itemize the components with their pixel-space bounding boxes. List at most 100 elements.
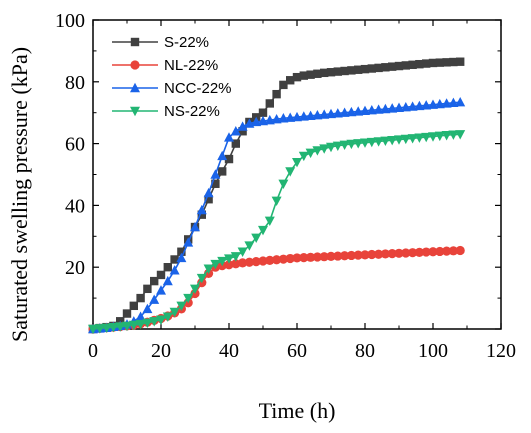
data-point	[244, 241, 255, 251]
series-line	[92, 133, 461, 330]
data-point	[176, 301, 187, 312]
data-point	[298, 111, 309, 121]
data-point	[422, 59, 431, 68]
data-point	[305, 148, 316, 159]
data-point	[394, 61, 404, 71]
data-point	[230, 252, 241, 262]
data-point	[231, 139, 240, 148]
data-point	[333, 67, 342, 76]
data-point	[319, 144, 330, 154]
data-point	[428, 99, 438, 109]
data-point	[374, 249, 384, 259]
x-tick-label: 40	[219, 340, 239, 362]
data-point	[421, 247, 431, 257]
data-point	[272, 255, 282, 265]
data-point	[347, 66, 356, 75]
data-point	[456, 57, 465, 66]
data-point	[163, 263, 172, 272]
data-point	[224, 154, 234, 164]
data-point	[448, 130, 459, 140]
data-point	[169, 265, 180, 275]
data-point	[428, 58, 438, 68]
data-point	[366, 105, 377, 115]
data-point	[217, 256, 228, 267]
data-point	[271, 196, 282, 206]
data-point	[312, 146, 323, 156]
data-point	[285, 167, 296, 177]
data-point	[251, 257, 261, 267]
data-point	[279, 80, 288, 90]
data-point	[258, 108, 268, 117]
data-point	[122, 321, 132, 332]
data-point	[88, 324, 98, 335]
data-point	[387, 103, 398, 113]
x-axis-label: Time (h)	[259, 398, 336, 423]
data-point	[313, 69, 322, 78]
data-point	[380, 103, 391, 114]
data-point	[306, 70, 315, 79]
data-point	[237, 121, 248, 131]
data-point	[339, 107, 350, 117]
data-point	[115, 322, 126, 332]
data-point	[135, 311, 146, 321]
data-point	[149, 317, 160, 327]
legend-label: NCC-22%	[164, 80, 232, 97]
data-point	[449, 57, 458, 67]
data-point	[408, 248, 418, 258]
data-point	[333, 251, 343, 261]
y-tick-label: 20	[65, 257, 85, 279]
data-point	[176, 252, 187, 263]
data-point	[353, 250, 363, 260]
legend-item: NS-22%	[112, 103, 220, 120]
data-point	[448, 97, 459, 108]
data-point	[128, 320, 139, 331]
x-tick-label: 20	[151, 340, 171, 362]
data-point	[448, 246, 458, 256]
data-point	[401, 248, 411, 258]
data-point	[265, 255, 275, 266]
data-point	[196, 273, 207, 284]
data-point	[94, 324, 105, 334]
data-point	[136, 293, 145, 303]
data-point	[312, 109, 323, 120]
data-point	[346, 106, 357, 117]
legend: S-22% NL-22% NCC-22% NS-22%	[112, 34, 232, 120]
data-point	[455, 130, 466, 140]
data-point	[394, 102, 404, 112]
data-point	[400, 134, 411, 145]
data-point	[374, 63, 383, 73]
data-point	[305, 110, 316, 120]
data-point	[286, 76, 295, 85]
data-point	[373, 137, 384, 147]
data-point	[162, 275, 173, 286]
data-point	[143, 284, 152, 294]
data-point	[204, 195, 213, 204]
data-point	[312, 252, 322, 262]
data-point	[340, 251, 350, 261]
data-point	[197, 210, 206, 219]
data-point	[455, 245, 465, 256]
data-point	[360, 250, 370, 260]
data-point	[319, 109, 330, 119]
data-point	[230, 126, 241, 136]
data-point	[264, 114, 275, 125]
series-layer	[88, 57, 466, 335]
data-point	[320, 68, 329, 78]
data-point	[156, 285, 166, 295]
data-point	[408, 60, 417, 70]
data-point	[218, 167, 227, 176]
data-point	[366, 137, 377, 148]
x-tick-label: 120	[486, 340, 516, 362]
data-point	[142, 318, 153, 329]
data-point	[238, 258, 248, 268]
data-point	[441, 131, 452, 141]
data-point	[434, 98, 445, 109]
data-point	[231, 259, 241, 269]
y-tick-label: 80	[65, 72, 85, 94]
data-point	[272, 89, 281, 99]
data-point	[237, 247, 248, 257]
legend-marker	[130, 82, 140, 93]
data-point	[224, 132, 234, 142]
data-point	[401, 61, 410, 70]
data-point	[258, 256, 268, 266]
